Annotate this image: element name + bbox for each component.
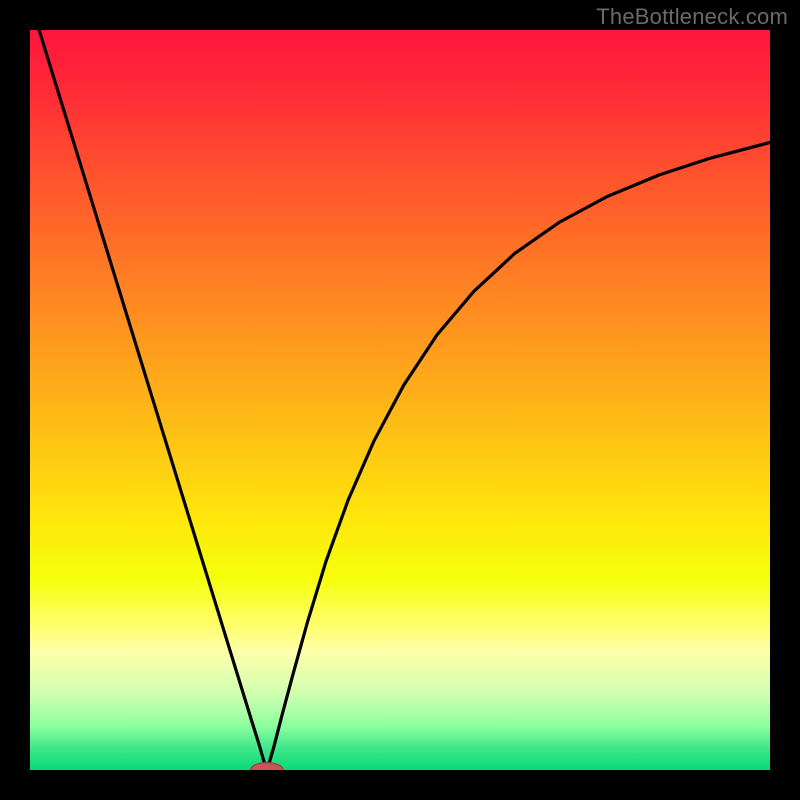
plot-svg	[30, 30, 770, 770]
watermark-text: TheBottleneck.com	[596, 4, 788, 30]
gradient-background	[30, 30, 770, 770]
plot-area	[30, 30, 770, 770]
chart-container: TheBottleneck.com	[0, 0, 800, 800]
